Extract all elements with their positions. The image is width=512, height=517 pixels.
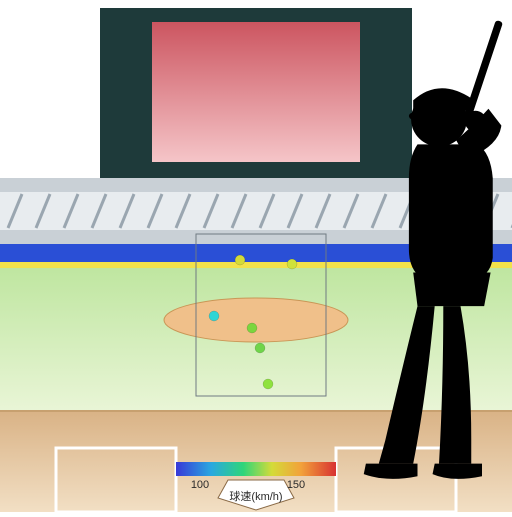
pitch-marker bbox=[255, 343, 265, 353]
pitch-marker bbox=[287, 259, 297, 269]
legend-tick: 150 bbox=[287, 479, 305, 491]
pitch-marker bbox=[247, 323, 257, 333]
legend-tick: 100 bbox=[191, 479, 209, 491]
legend-label: 球速(km/h) bbox=[229, 489, 282, 503]
pitch-marker bbox=[235, 255, 245, 265]
speed-legend-bar bbox=[176, 462, 336, 476]
scoreboard-screen bbox=[152, 22, 360, 162]
pitch-marker bbox=[263, 379, 273, 389]
pitch-location-chart: 100 150 球速(km/h) bbox=[0, 0, 512, 512]
pitchers-mound bbox=[164, 298, 348, 342]
pitch-marker bbox=[209, 311, 219, 321]
